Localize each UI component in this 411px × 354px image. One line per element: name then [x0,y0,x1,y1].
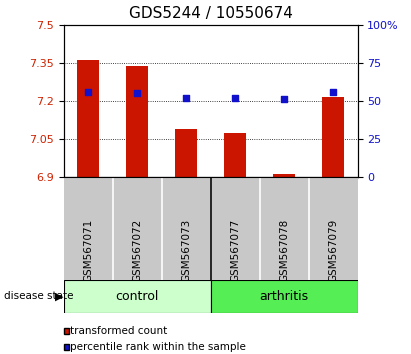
Bar [224,133,246,177]
Bar [126,66,148,177]
Title: GDS5244 / 10550674: GDS5244 / 10550674 [129,6,293,21]
Point [281,96,287,102]
Point [85,89,92,95]
Text: percentile rank within the sample: percentile rank within the sample [70,342,246,352]
Point [330,89,336,95]
Text: arthritis: arthritis [259,290,309,303]
Text: disease state: disease state [4,291,74,302]
Bar [64,280,210,313]
Text: control: control [115,290,159,303]
Bar [175,129,197,177]
Bar [211,280,358,313]
Text: ▶: ▶ [55,291,63,302]
Point [232,95,238,101]
Bar [77,60,99,177]
Bar [322,97,344,177]
Point [134,90,141,95]
Text: transformed count: transformed count [70,326,168,336]
Point [183,95,189,101]
Bar [273,174,295,177]
